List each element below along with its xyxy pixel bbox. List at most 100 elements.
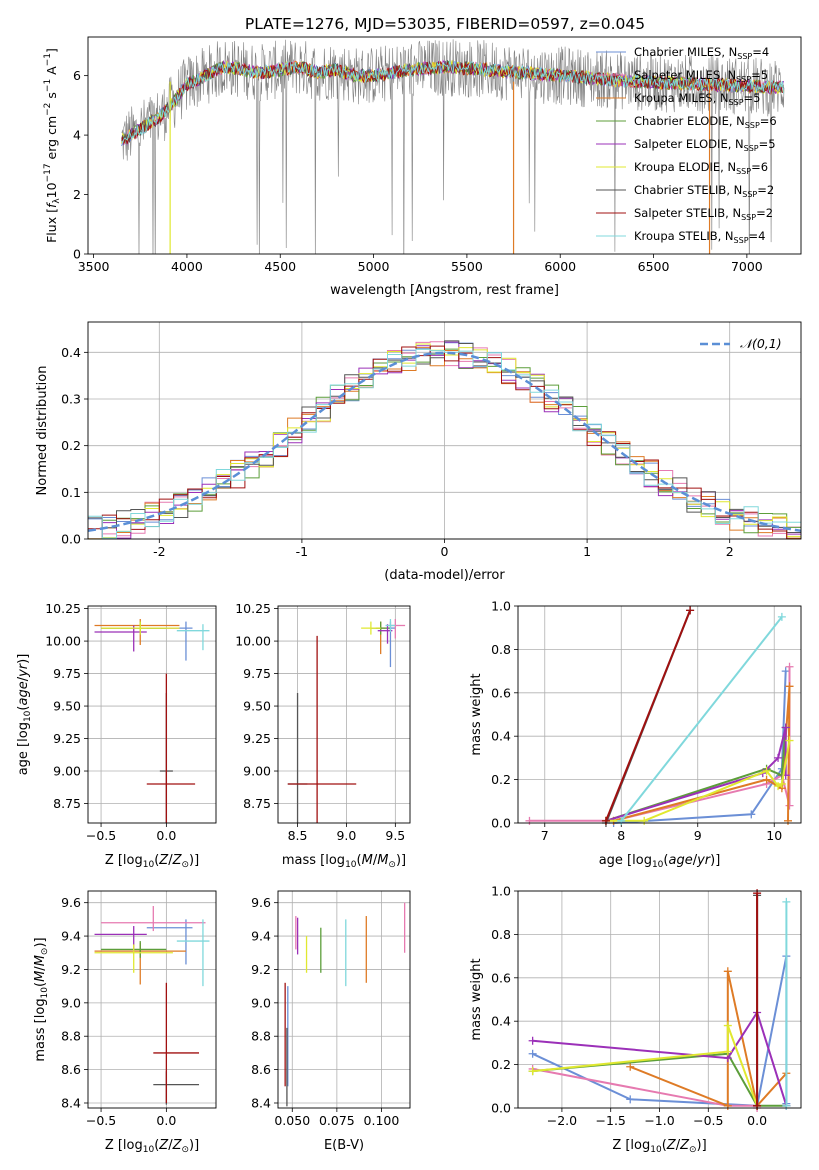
y-tick-label: 0.6 [491,970,511,985]
y-tick-label: 8.8 [61,1029,81,1044]
x-tick-label: 8 [617,828,625,843]
y-tick-label: 4 [73,128,81,143]
weight-marker [762,766,771,775]
weight-marker [785,736,794,745]
x-tick-label: 4500 [264,259,296,274]
x-tick-label: 1 [583,544,591,559]
x-tick-label: 3500 [78,259,110,274]
legend-entry: Salpeter STELIB, NSSP=2 [634,206,773,222]
weight-marker [785,682,794,691]
weight-line [620,616,783,822]
legend-entry: Chabrier MILES, NSSP=4 [634,45,769,61]
weight-marker [723,1021,732,1030]
model-line [121,60,784,145]
axes-frame [87,36,802,255]
weight-line [532,1052,787,1107]
x-tick-label: 0 [441,544,449,559]
x-tick-label: 5000 [358,259,390,274]
weight-marker [782,1101,791,1110]
y-tick-label: 10.25 [235,601,271,616]
y-tick-label: 8.75 [243,796,271,811]
y-tick-label: 8.4 [251,1095,271,1110]
x-axis-label: mass [log10(M/M⊙)] [282,853,406,870]
weight-marker [723,1047,732,1056]
y-tick-label: 8.6 [61,1062,81,1077]
y-tick-label: 9.00 [53,764,81,779]
x-axis-label: Z [log10(Z/Z⊙)] [105,853,199,870]
x-tick-label: −0.5 [86,1113,116,1128]
weight-line [606,740,791,822]
y-axis-label: age [log10(age/yr)] [16,654,33,776]
weight-marker [723,1101,732,1110]
weight-marker [785,662,794,671]
x-tick-label: 4000 [171,259,203,274]
weight-marker [783,816,792,825]
y-tick-label: 9.6 [251,895,271,910]
x-tick-label: 0.0 [156,1113,176,1128]
y-tick-label: 8.8 [251,1029,271,1044]
x-tick-label: 0.0 [747,1113,767,1128]
y-tick-label: 9.75 [243,666,271,681]
legend-entry: Kroupa ELODIE, NSSP=6 [634,160,768,176]
mass-age-panel: 8.5 9.0 9.5 8.75 9.00 9.25 9.50 9.75 10.00 10.25 m… [235,601,411,870]
x-axis-label: Z [log10(Z/Z⊙)] [612,1138,706,1155]
x-axis-label: Z [log10(Z/Z⊙)] [105,1138,199,1155]
y-tick-label: 8.6 [251,1062,271,1077]
y-tick-label: 8.75 [53,796,81,811]
y-tick-label: 0.8 [491,642,511,657]
y-tick-label: 2 [73,187,81,202]
weight-marker [774,753,783,762]
x-axis-label: age [log10(age/yr)] [599,853,721,870]
y-tick-label: 0.4 [491,729,511,744]
y-tick-label: 0.3 [61,392,81,407]
legend-entry: Chabrier STELIB, NSSP=2 [634,183,774,199]
y-tick-label: 10.25 [45,601,81,616]
y-tick-label: 9.75 [53,666,81,681]
axes-frame [87,321,802,540]
weight-marker [626,1062,635,1071]
weight-line [605,609,692,822]
x-tick-label: −1.0 [644,1113,674,1128]
axes-frame [87,605,217,824]
weight-line [613,686,791,822]
metallicity-mass-panel: −0.5 0.0 8.4 8.6 8.8 9.0 9.2 9.4 9.6 Z [log10(Z/Z… [33,890,217,1155]
y-tick-label: 9.00 [243,764,271,779]
y-tick-label: 9.4 [61,929,81,944]
y-tick-label: 0.0 [491,816,511,831]
age-weight-panel: 7 8 9 10 0.0 0.2 0.4 0.6 0.8 1.0 age [log10(age/yr… [469,599,802,870]
legend-entry: Salpeter MILES, NSSP=5 [634,68,768,84]
y-tick-label: 0.4 [61,345,81,360]
axes-frame [87,890,217,1109]
x-tick-label: -1 [296,544,308,559]
metallicity-age-panel: −0.5 0.0 8.75 9.00 9.25 9.50 9.75 10.00 10.25 Z [… [16,601,217,870]
x-tick-label: -2 [153,544,165,559]
weight-line [605,727,787,822]
axes-frame [277,605,411,824]
weight-marker [601,816,610,825]
weight-marker [626,1095,635,1104]
weight-marker [686,606,695,615]
legend-entry: Kroupa MILES, NSSP=5 [634,91,760,107]
y-tick-label: 0.0 [491,1101,511,1116]
x-tick-label: 5500 [451,259,483,274]
y-tick-label: 1.0 [491,884,511,899]
x-tick-label: 0.100 [364,1113,400,1128]
x-tick-label: 0.075 [319,1113,355,1128]
x-tick-label: 0.0 [156,828,176,843]
y-tick-label: 0.1 [61,485,81,500]
x-tick-label: −2.0 [547,1113,577,1128]
y-tick-label: 9.4 [251,929,271,944]
y-tick-label: 1.0 [491,599,511,614]
y-tick-label: 9.2 [251,962,271,977]
weight-marker [617,816,626,825]
weight-marker [528,1049,537,1058]
y-tick-label: 9.0 [61,995,81,1010]
axes-frame [517,605,802,824]
legend-entry: Salpeter ELODIE, NSSP=5 [634,137,776,153]
x-tick-label: 7000 [731,259,763,274]
y-axis-label: Flux [fλ10−17 erg cm−2 s−1 A−1] [43,48,62,243]
x-tick-label: 10 [766,828,782,843]
y-axis-label: Normed distribution [35,366,50,496]
residuals-panel: -2 -1 0 1 2 0.0 0.1 0.2 0.3 0.4 𝒩(0,1) (data-model)… [35,321,802,583]
